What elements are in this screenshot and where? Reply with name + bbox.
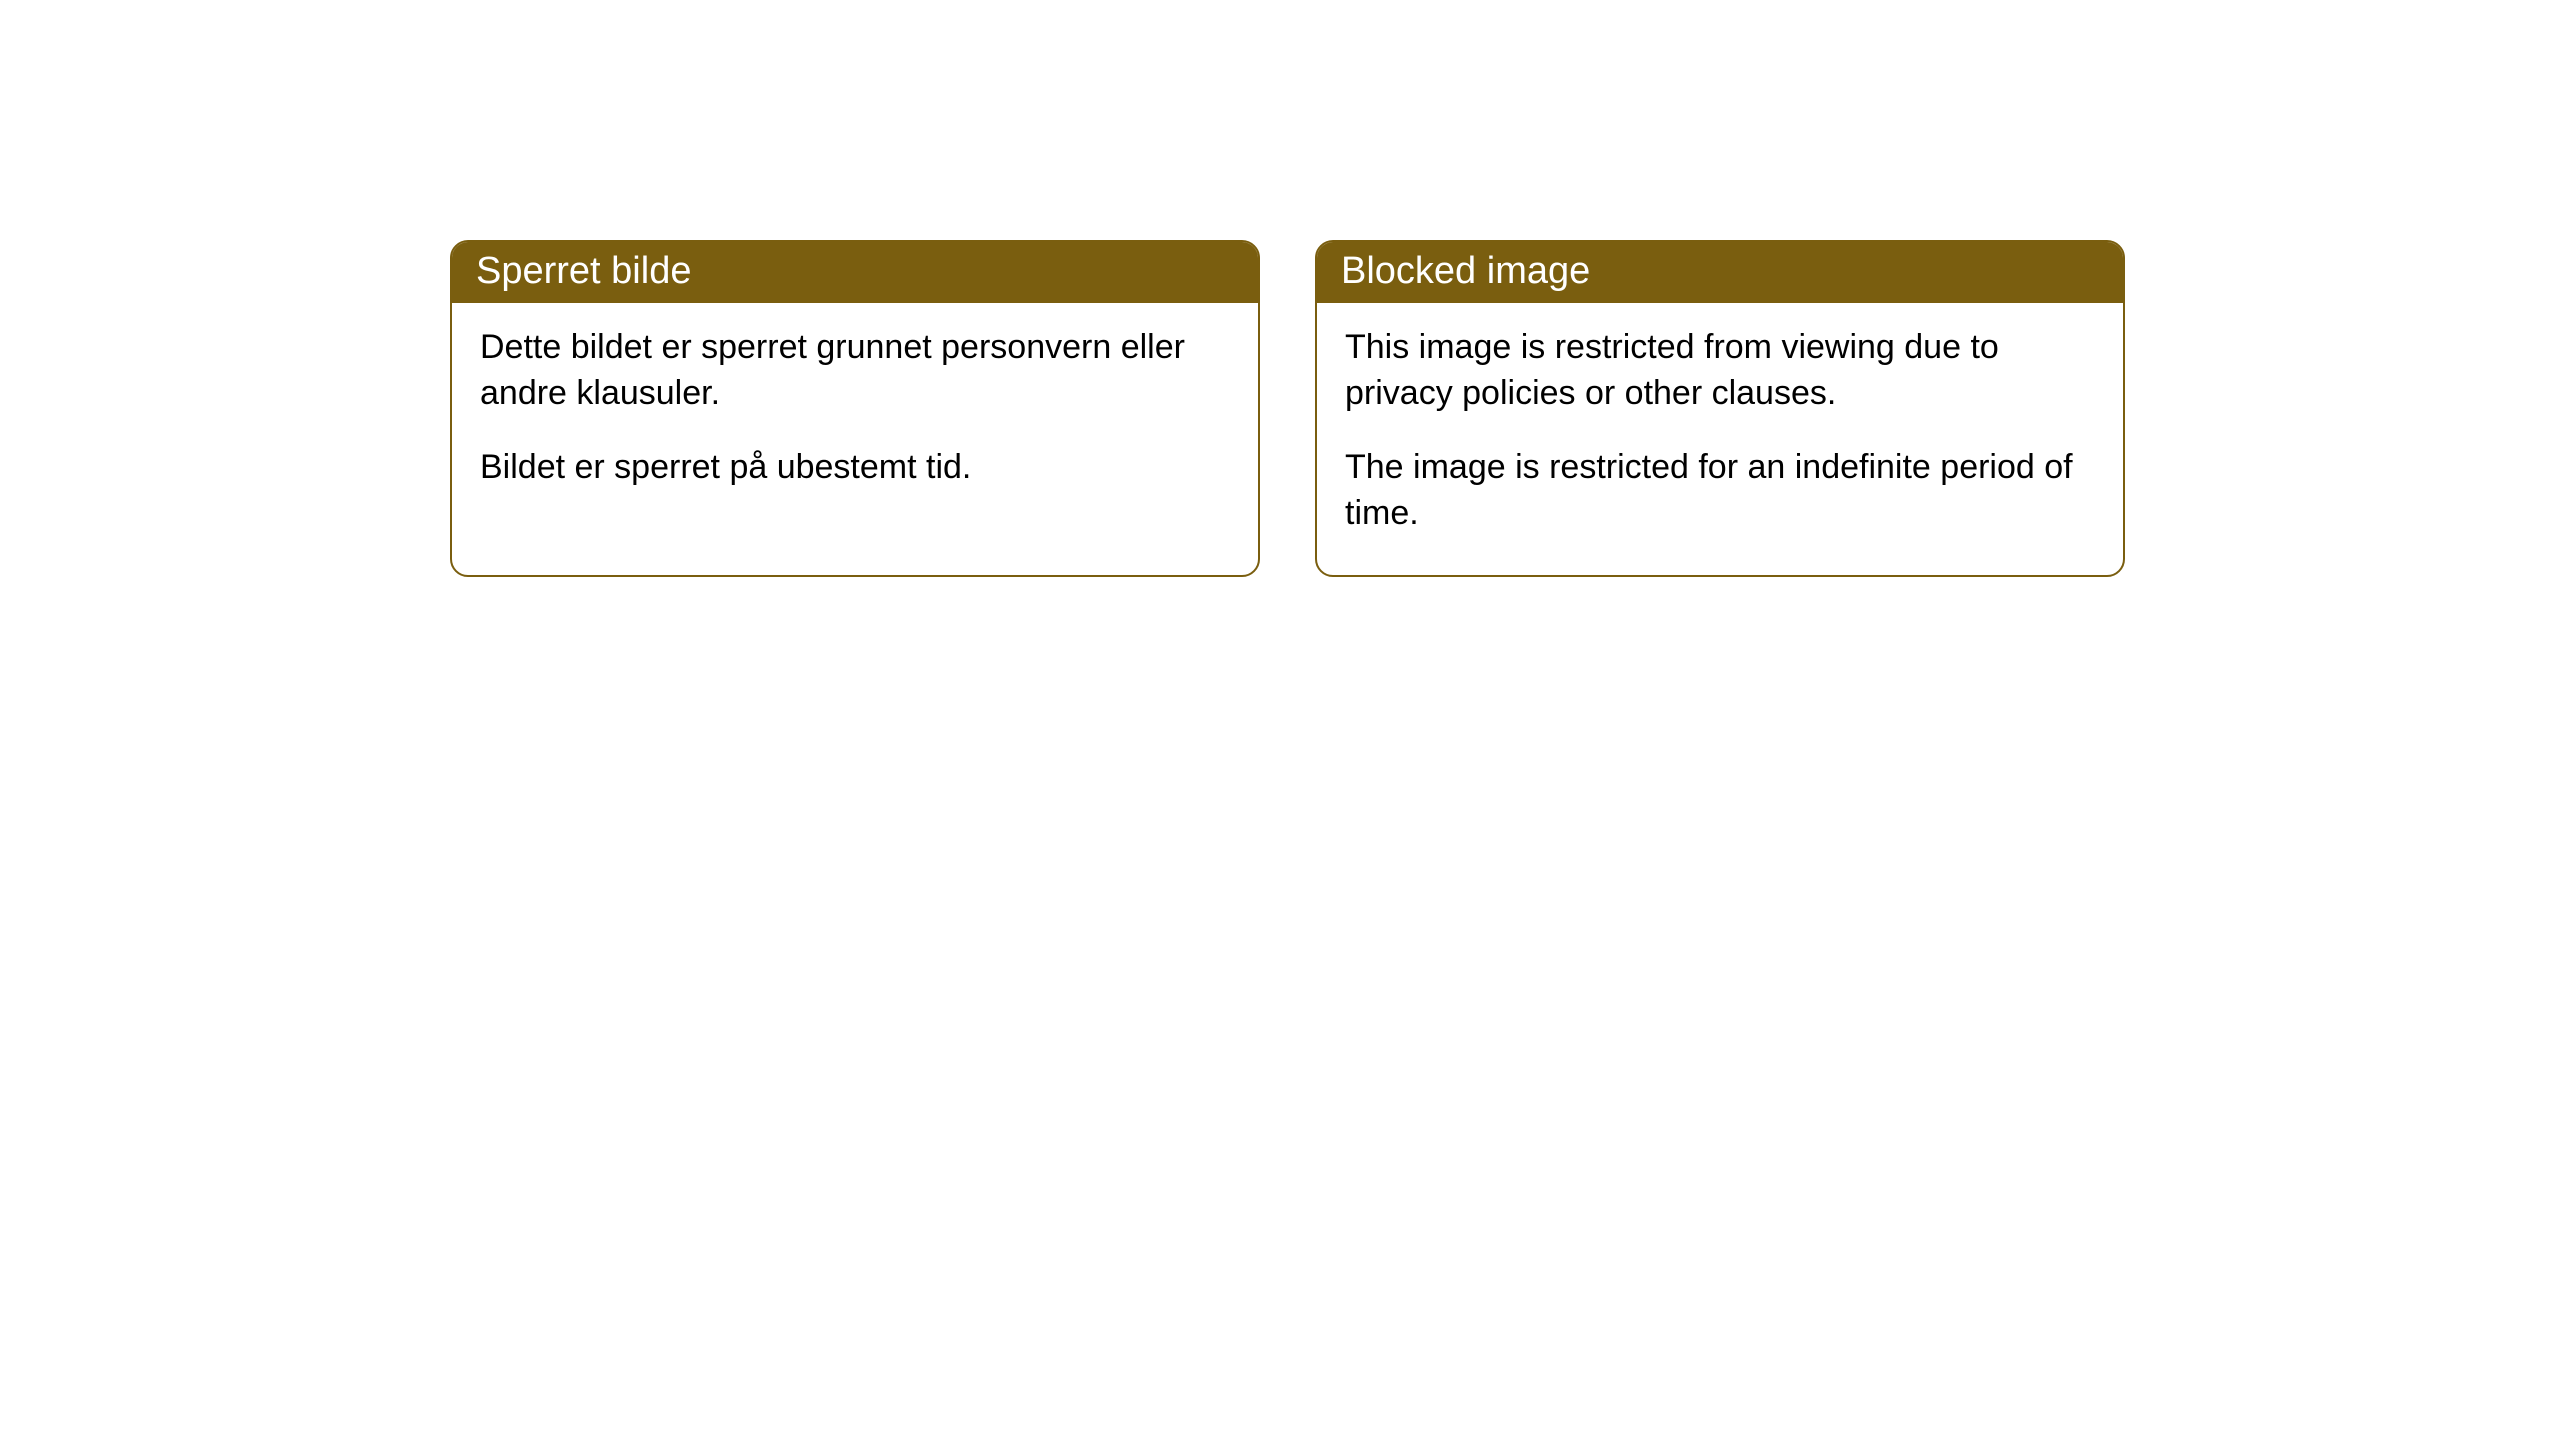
card-header: Blocked image xyxy=(1317,242,2123,303)
notice-text: The image is restricted for an indefinit… xyxy=(1345,445,2095,537)
notice-card-english: Blocked image This image is restricted f… xyxy=(1315,240,2125,577)
card-body: This image is restricted from viewing du… xyxy=(1317,303,2123,575)
card-body: Dette bildet er sperret grunnet personve… xyxy=(452,303,1258,529)
notice-text: Bildet er sperret på ubestemt tid. xyxy=(480,445,1230,491)
notice-card-norwegian: Sperret bilde Dette bildet er sperret gr… xyxy=(450,240,1260,577)
notice-text: Dette bildet er sperret grunnet personve… xyxy=(480,325,1230,417)
card-header: Sperret bilde xyxy=(452,242,1258,303)
notice-text: This image is restricted from viewing du… xyxy=(1345,325,2095,417)
notice-card-container: Sperret bilde Dette bildet er sperret gr… xyxy=(450,240,2560,577)
